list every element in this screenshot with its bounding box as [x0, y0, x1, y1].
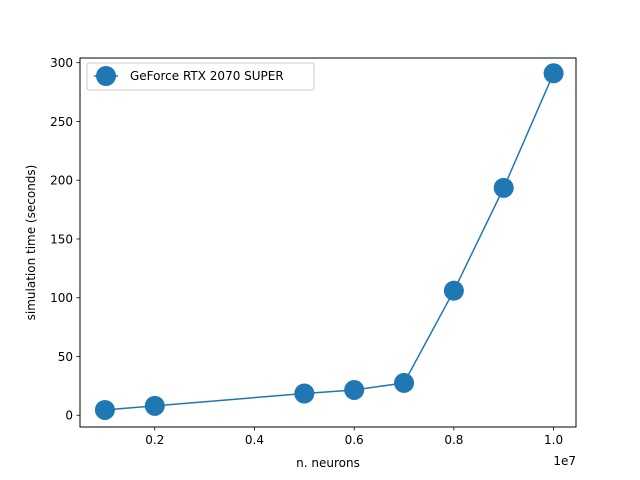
- y-tick-label: 100: [50, 291, 73, 305]
- data-point: [543, 63, 564, 84]
- data-point: [394, 372, 415, 393]
- x-axis-label: n. neurons: [296, 456, 360, 470]
- x-tick-label: 0.8: [444, 433, 463, 447]
- series-line: [104, 72, 555, 411]
- ticks: 0.2 0.4 0.6 0.8 1.0 0 50 100 150 200 250 300: [50, 56, 563, 447]
- data-point: [144, 395, 165, 416]
- y-tick-label: 50: [58, 350, 73, 364]
- data-point: [443, 280, 464, 301]
- plot-area: [94, 63, 564, 420]
- legend: GeForce RTX 2070 SUPER: [86, 62, 315, 91]
- y-tick-label: 150: [50, 232, 73, 246]
- data-point: [294, 383, 315, 404]
- data-point: [94, 399, 115, 420]
- x-tick-label: 0.4: [245, 433, 264, 447]
- data-point: [493, 177, 514, 198]
- y-axis-label: simulation time (seconds): [24, 165, 38, 321]
- y-tick-label: 0: [65, 409, 73, 423]
- y-tick-label: 200: [50, 174, 73, 188]
- legend-marker: [96, 66, 116, 86]
- x-offset-label: 1e7: [553, 454, 576, 468]
- legend-label: GeForce RTX 2070 SUPER: [130, 69, 284, 83]
- data-point: [344, 379, 365, 400]
- y-tick-label: 250: [50, 115, 73, 129]
- axes: [79, 57, 577, 428]
- x-tick-label: 0.6: [345, 433, 364, 447]
- legend-box: [86, 62, 315, 91]
- x-tick-label: 0.2: [145, 433, 164, 447]
- y-tick-label: 300: [50, 56, 73, 70]
- axes-frame: [79, 57, 577, 428]
- x-tick-label: 1.0: [544, 433, 563, 447]
